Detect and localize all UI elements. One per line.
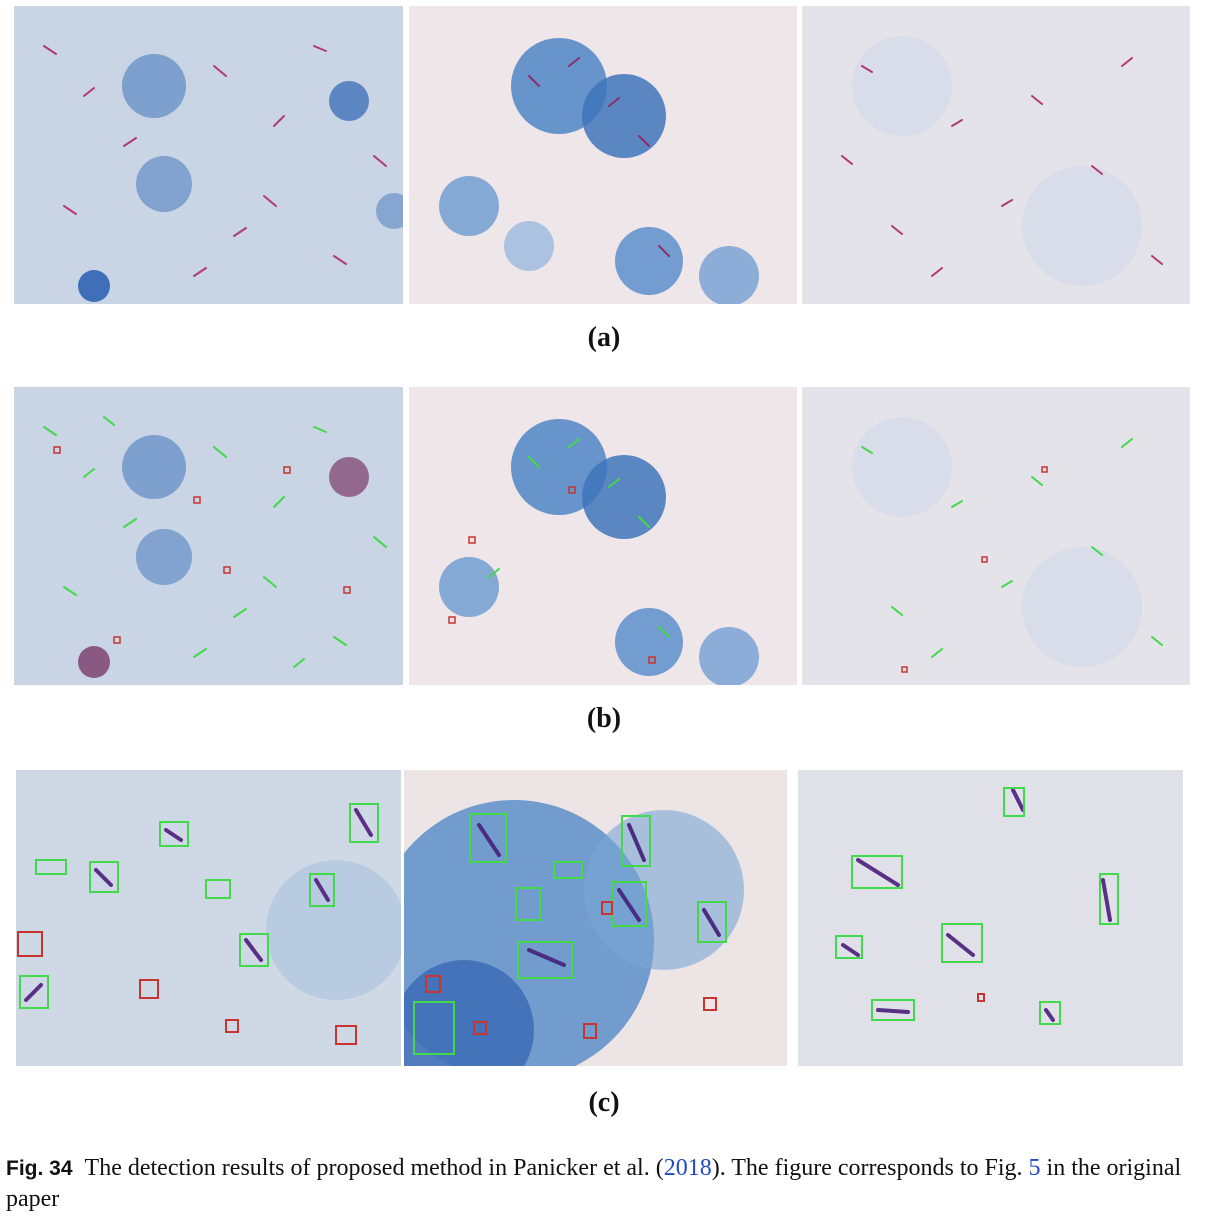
image-b3	[802, 387, 1190, 685]
citation-year-link[interactable]: 2018	[663, 1155, 712, 1181]
sublabel-b: (b)	[586, 703, 622, 734]
smear-image-a3	[802, 6, 1190, 304]
figure-label: Fig. 34	[6, 1157, 73, 1180]
image-a1	[14, 6, 403, 304]
image-c3	[798, 770, 1183, 1066]
sublabel-a: (a)	[587, 322, 621, 353]
zoomed-image-c1	[16, 770, 401, 1066]
caption-text-after: in the original paper	[6, 1155, 1182, 1212]
caption-text-middle: ). The figure corresponds to Fig.	[711, 1155, 1029, 1181]
smear-image-a2	[409, 6, 797, 304]
image-b1	[14, 387, 403, 685]
zoomed-image-c2	[404, 770, 787, 1066]
sublabel-c: (c)	[588, 1087, 620, 1118]
zoomed-image-c3	[798, 770, 1183, 1066]
figure-reference-link[interactable]: 5	[1028, 1155, 1041, 1181]
detection-image-b1	[14, 387, 403, 685]
detection-image-b3	[802, 387, 1190, 685]
image-a2	[409, 6, 797, 304]
caption-text-before: The detection results of proposed method…	[84, 1155, 664, 1181]
figure-caption: Fig. 34 The detection results of propose…	[6, 1153, 1202, 1214]
image-b2	[409, 387, 797, 685]
detection-image-b2	[409, 387, 797, 685]
image-a3	[802, 6, 1190, 304]
image-c2	[404, 770, 787, 1066]
smear-image-a1	[14, 6, 403, 304]
image-c1	[16, 770, 401, 1066]
